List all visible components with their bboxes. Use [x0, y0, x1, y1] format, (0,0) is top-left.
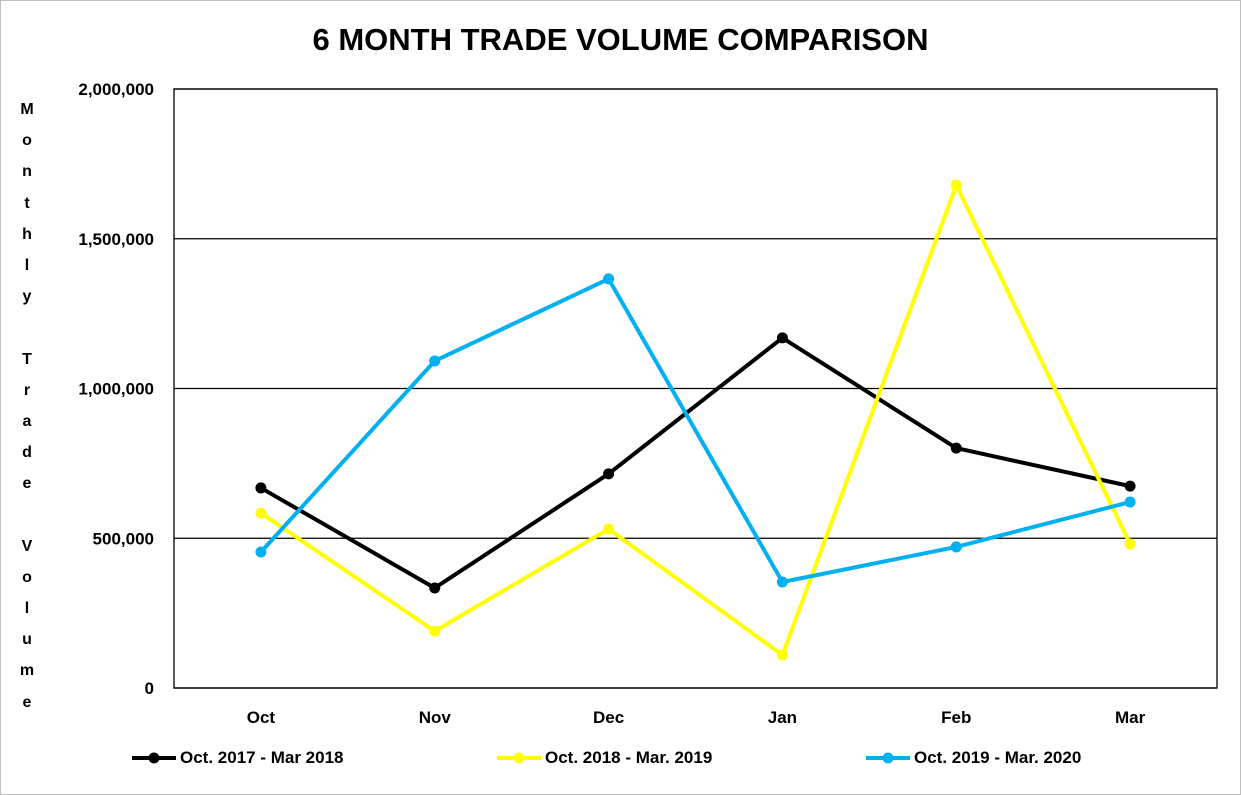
- y-axis-label-char: e: [22, 693, 32, 711]
- legend-label: Oct. 2017 - Mar 2018: [180, 748, 344, 767]
- x-tick-label: Feb: [941, 708, 971, 727]
- chart-title: 6 MONTH TRADE VOLUME COMPARISON: [312, 22, 929, 57]
- data-point-series-1: [1124, 480, 1136, 492]
- y-axis-label-char: l: [24, 256, 30, 274]
- series-line-2: [259, 183, 1132, 658]
- y-tick-label: 1,500,000: [78, 230, 154, 249]
- x-tick-label: Mar: [1115, 708, 1146, 727]
- series-line-3: [259, 276, 1131, 584]
- y-axis-label-char: h: [22, 225, 32, 243]
- data-point-series-2: [603, 523, 615, 535]
- data-point-series-1: [950, 442, 962, 454]
- legend-marker-icon: [497, 752, 541, 764]
- y-axis-label-char: T: [22, 350, 32, 368]
- y-axis-label-char: d: [22, 444, 32, 462]
- y-tick-label: 0: [145, 679, 154, 698]
- x-tick-label: Dec: [593, 708, 624, 727]
- legend-label: Oct. 2019 - Mar. 2020: [914, 748, 1082, 767]
- y-tick-label: 500,000: [93, 529, 154, 548]
- y-axis-label-char: e: [22, 475, 32, 493]
- legend-marker-icon: [132, 752, 176, 764]
- x-tick-label: Oct: [247, 708, 276, 727]
- legend-item: Oct. 2019 - Mar. 2020: [866, 748, 1081, 768]
- y-axis-label-char: a: [22, 412, 32, 430]
- y-axis-label-char: t: [24, 194, 30, 212]
- data-point-series-1: [255, 482, 267, 494]
- data-point-series-3: [776, 576, 788, 588]
- y-axis-label-char: o: [22, 132, 32, 150]
- data-point-series-2: [429, 625, 441, 637]
- legend-item: Oct. 2018 - Mar. 2019: [497, 748, 712, 768]
- data-point-series-1: [603, 468, 615, 480]
- y-axis-label-char: V: [21, 537, 33, 555]
- y-axis-label-char: r: [23, 381, 31, 399]
- legend-label: Oct. 2018 - Mar. 2019: [545, 748, 713, 767]
- data-point-series-3: [950, 541, 962, 553]
- y-tick-label: 2,000,000: [78, 80, 154, 99]
- data-point-series-3: [255, 546, 267, 558]
- y-axis-label-char: m: [19, 662, 35, 680]
- plot-area-border: [173, 88, 1218, 689]
- data-point-series-2: [776, 649, 788, 661]
- y-axis-label-char: M: [20, 101, 34, 118]
- y-axis-label-char: y: [22, 288, 32, 306]
- data-point-series-1: [429, 582, 441, 594]
- data-point-series-2: [255, 507, 267, 519]
- y-tick-label: 1,000,000: [78, 380, 154, 399]
- y-axis-label-char: o: [22, 568, 32, 586]
- legend-marker-icon: [866, 752, 910, 764]
- data-point-series-3: [603, 273, 615, 285]
- y-axis-label-char: n: [22, 163, 32, 181]
- data-point-series-1: [776, 332, 788, 344]
- data-point-series-3: [1124, 496, 1136, 508]
- y-axis-label-char: l: [24, 600, 30, 617]
- y-axis-label-char: u: [22, 631, 32, 649]
- data-point-series-2: [950, 179, 962, 191]
- data-point-series-3: [429, 355, 441, 367]
- x-tick-label: Nov: [419, 708, 452, 727]
- series-line-1: [259, 335, 1131, 590]
- data-point-series-2: [1124, 538, 1136, 550]
- x-tick-label: Jan: [768, 708, 797, 727]
- legend-item: Oct. 2017 - Mar 2018: [132, 748, 343, 768]
- legend: Oct. 2017 - Mar 2018 Oct. 2018 - Mar. 201…: [0, 748, 1241, 778]
